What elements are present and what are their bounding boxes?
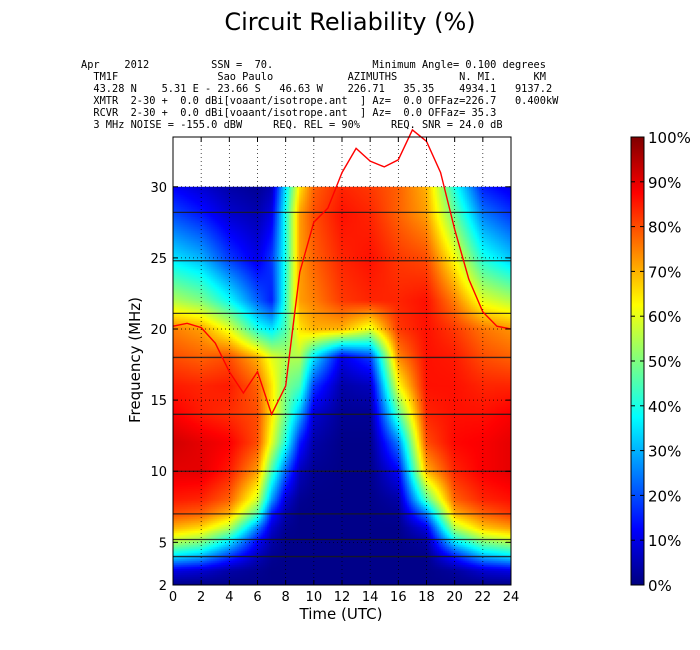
x-tick-label-5: 10 (306, 590, 323, 605)
y-tick-label-0: 2 (159, 579, 167, 594)
x-tick-label-4: 8 (282, 590, 290, 605)
header-line-5: RCVR 2-30 + 0.0 dBi[voaant/isotrope.ant … (81, 107, 497, 119)
header-line-2: TM1F Sao Paulo AZIMUTHS N. MI. KM (81, 71, 546, 83)
x-tick-label-3: 6 (253, 590, 261, 605)
x-tick-label-0: 0 (169, 590, 177, 605)
colorbar-label-0: 0% (648, 577, 672, 595)
header-line-1: Apr 2012 SSN = 70. Minimum Angle= 0.100 … (81, 59, 546, 71)
y-tick-label-6: 30 (150, 181, 167, 196)
x-tick-label-9: 18 (418, 590, 435, 605)
colorbar-label-9: 90% (648, 174, 681, 192)
colorbar-label-7: 70% (648, 263, 681, 281)
x-tick-label-10: 20 (446, 590, 463, 605)
header-line-6: 3 MHz NOISE = -155.0 dBW REQ. REL = 90% … (81, 119, 503, 131)
x-tick-label-1: 2 (197, 590, 205, 605)
colorbar-label-1: 10% (648, 532, 681, 550)
y-tick-label-5: 25 (150, 252, 167, 267)
colorbar-label-10: 100% (648, 129, 691, 147)
colorbar-label-6: 60% (648, 308, 681, 326)
x-tick-label-12: 24 (503, 590, 520, 605)
y-tick-label-1: 5 (159, 536, 167, 551)
x-axis-label: Time (UTC) (299, 605, 383, 623)
x-tick-label-6: 12 (334, 590, 351, 605)
header-line-4: XMTR 2-30 + 0.0 dBi[voaant/isotrope.ant … (81, 95, 559, 107)
colorbar-label-5: 50% (648, 353, 681, 371)
muf-line (172, 128, 512, 417)
colorbar-label-4: 40% (648, 398, 681, 416)
x-tick-label-2: 4 (225, 590, 233, 605)
y-tick-label-2: 10 (150, 465, 167, 480)
y-axis-label: Frequency (MHz) (126, 297, 144, 423)
colorbar-label-2: 20% (648, 487, 681, 505)
header-line-3: 43.28 N 5.31 E - 23.66 S 46.63 W 226.71 … (81, 83, 553, 95)
chart-title: Circuit Reliability (%) (224, 8, 476, 36)
y-tick-label-3: 15 (150, 394, 167, 409)
x-tick-label-11: 22 (475, 590, 492, 605)
colorbar-label-8: 80% (648, 219, 681, 237)
x-tick-label-8: 16 (390, 590, 407, 605)
colorbar-label-3: 30% (648, 443, 681, 461)
x-tick-label-7: 14 (362, 590, 379, 605)
y-tick-label-4: 20 (150, 323, 167, 338)
